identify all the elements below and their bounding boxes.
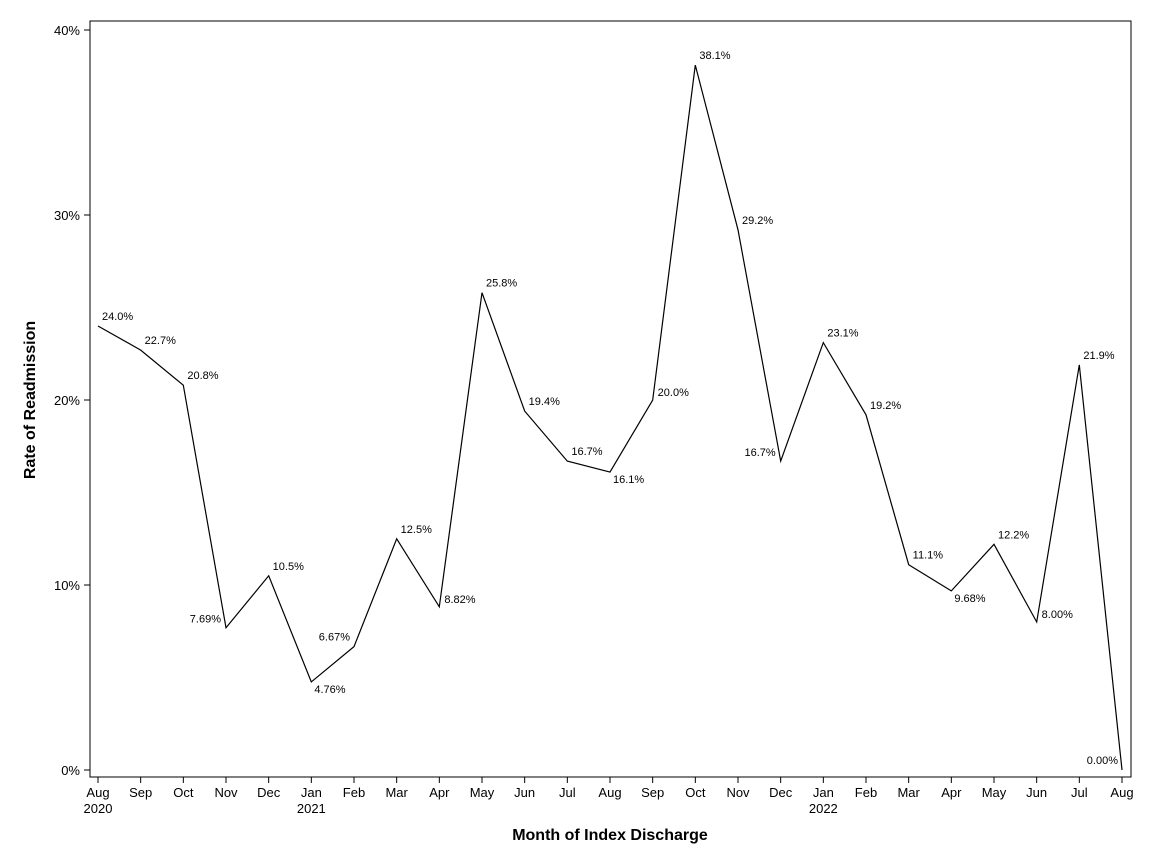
data-label-23: 21.9%: [1083, 350, 1114, 362]
x-tick-label-23: Jul: [1071, 785, 1088, 800]
data-label-24: 0.00%: [1087, 755, 1118, 767]
y-tick-label-4: 40%: [54, 23, 80, 38]
x-tick-label-14: Oct: [685, 785, 706, 800]
x-tick-label-5: Jan: [301, 785, 322, 800]
x-tick-label-12: Aug: [598, 785, 621, 800]
y-tick-label-0: 0%: [61, 763, 80, 778]
x-tick-label-3: Nov: [214, 785, 238, 800]
x-tick-label-10: Jun: [514, 785, 535, 800]
data-label-21: 12.2%: [998, 529, 1029, 541]
y-axis-title: Rate of Readmission: [22, 321, 39, 479]
x-tick-label-24: Aug: [1110, 785, 1133, 800]
data-label-6: 6.67%: [319, 632, 350, 644]
data-label-16: 16.7%: [744, 447, 775, 459]
data-label-19: 11.1%: [913, 550, 944, 562]
x-tick-label-6: Feb: [343, 785, 365, 800]
data-label-20: 9.68%: [954, 593, 985, 605]
data-label-12: 16.1%: [613, 474, 644, 486]
x-tick-label-4: Dec: [257, 785, 281, 800]
x-tick-label-1: Sep: [129, 785, 152, 800]
x-tick-label-2: Oct: [173, 785, 194, 800]
data-label-8: 8.82%: [444, 594, 475, 606]
data-label-14: 38.1%: [699, 50, 730, 62]
x-tick-label-20: Apr: [941, 785, 962, 800]
x-tick-label-9: May: [470, 785, 495, 800]
x-year-label-0: 2020: [84, 801, 113, 816]
data-label-5: 4.76%: [314, 684, 345, 696]
data-label-10: 19.4%: [529, 396, 560, 408]
series-line-rate-of-readmission: [97, 64, 1123, 771]
data-label-17: 23.1%: [827, 328, 858, 340]
x-year-label-17: 2022: [809, 801, 838, 816]
data-label-2: 20.8%: [187, 370, 218, 382]
data-label-3: 7.69%: [190, 614, 221, 626]
x-tick-label-18: Feb: [855, 785, 877, 800]
x-tick-label-19: Mar: [897, 785, 920, 800]
data-labels: 24.0% 22.7% 20.8% 7.69% 10.5% 4.76% 6.67% 12.5%…: [102, 50, 1118, 767]
x-tick-label-21: May: [982, 785, 1007, 800]
x-tick-label-15: Nov: [726, 785, 750, 800]
y-axis: 0% 10% 20% 30% 40%: [54, 23, 90, 778]
data-label-18: 19.2%: [870, 400, 901, 412]
data-label-1: 22.7%: [145, 335, 176, 347]
plot-frame: [89, 20, 1132, 778]
data-label-7: 12.5%: [401, 524, 432, 536]
data-label-4: 10.5%: [273, 561, 304, 573]
y-tick-label-2: 20%: [54, 393, 80, 408]
x-tick-label-0: Aug: [86, 785, 109, 800]
data-label-22: 8.00%: [1042, 609, 1073, 621]
data-label-15: 29.2%: [742, 215, 773, 227]
y-tick-label-3: 30%: [54, 208, 80, 223]
x-tick-label-17: Jan: [813, 785, 834, 800]
x-axis-title: Month of Index Discharge: [512, 827, 708, 844]
data-label-0: 24.0%: [102, 311, 133, 323]
x-tick-label-22: Jun: [1026, 785, 1047, 800]
x-year-label-5: 2021: [297, 801, 326, 816]
x-tick-label-16: Dec: [769, 785, 793, 800]
x-tick-label-7: Mar: [385, 785, 408, 800]
x-tick-label-8: Apr: [429, 785, 450, 800]
data-label-11: 16.7%: [571, 446, 602, 458]
x-tick-label-11: Jul: [559, 785, 576, 800]
data-label-13: 20.0%: [658, 387, 689, 399]
x-tick-label-13: Sep: [641, 785, 664, 800]
y-tick-label-1: 10%: [54, 578, 80, 593]
data-label-9: 25.8%: [486, 278, 517, 290]
